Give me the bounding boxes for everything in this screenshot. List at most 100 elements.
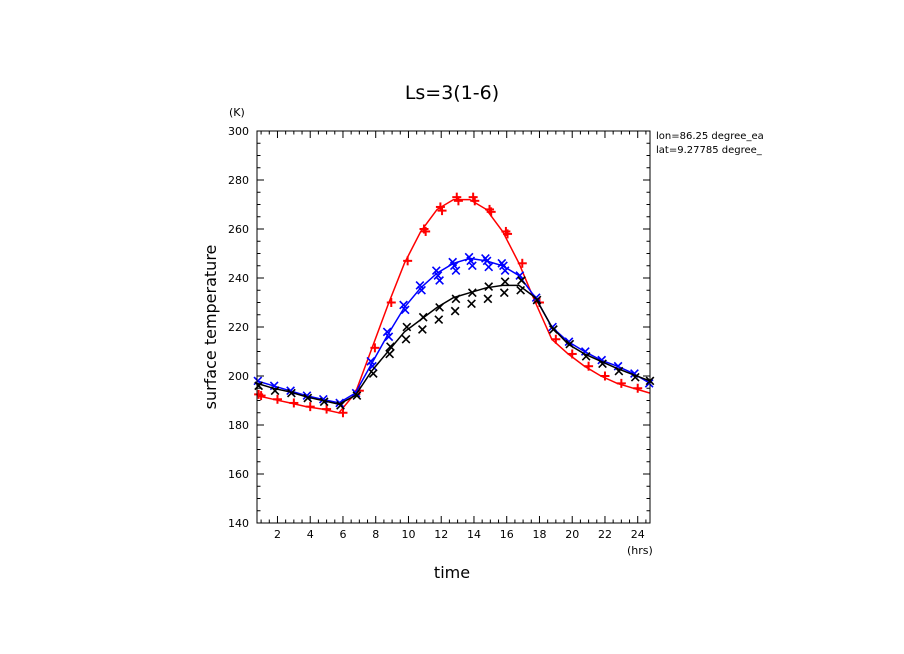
x-tick-label: 12 — [434, 528, 448, 541]
data-point — [517, 258, 527, 268]
axis-tick-labels: 2 4 6 8 10 12 14 16 18 20 22 2414016018020022024026… — [228, 125, 645, 541]
data-point — [484, 282, 494, 291]
data-point — [581, 352, 591, 361]
series-line — [256, 257, 651, 404]
data-point — [400, 305, 410, 315]
x-tick-label: 4 — [307, 528, 314, 541]
data-point — [598, 359, 607, 369]
data-point — [500, 277, 510, 287]
x-tick-label: 10 — [401, 528, 415, 541]
data-point — [499, 288, 509, 298]
data-point — [451, 294, 461, 304]
data-point — [633, 383, 643, 393]
series-line — [256, 284, 651, 405]
x-tick-label: 8 — [372, 528, 379, 541]
data-point — [254, 389, 264, 399]
data-point — [567, 349, 577, 359]
data-point — [338, 408, 348, 418]
data-point — [417, 325, 427, 334]
data-point — [435, 303, 444, 312]
data-point — [401, 334, 411, 344]
data-point — [500, 266, 510, 276]
data-point — [451, 266, 461, 276]
series-2 — [254, 276, 655, 410]
data-point — [368, 369, 378, 378]
x-tick-label: 6 — [339, 528, 346, 541]
data-point — [467, 261, 477, 271]
y-tick-label: 200 — [228, 370, 249, 383]
data-point — [453, 196, 463, 206]
data-point — [403, 256, 413, 266]
data-point — [644, 378, 654, 388]
data-point — [614, 366, 624, 376]
data-point — [418, 312, 428, 322]
y-tick-label: 140 — [228, 517, 249, 530]
data-point — [437, 206, 447, 216]
annotation-lat: lat=9.27785 degree_ — [656, 145, 763, 156]
data-point — [532, 295, 542, 305]
data-point — [434, 315, 444, 325]
annotation-lon: lon=86.25 degree_ea — [656, 131, 764, 142]
data-point — [431, 266, 441, 276]
data-point — [503, 229, 513, 239]
plot-frame — [256, 130, 651, 524]
data-point — [322, 404, 332, 414]
data-point — [303, 393, 313, 403]
data-point — [319, 397, 329, 407]
data-point — [272, 394, 282, 404]
data-point — [450, 306, 460, 316]
data-point — [286, 388, 296, 398]
y-tick-label: 240 — [228, 272, 249, 285]
y-tick-label: 280 — [228, 174, 249, 187]
x-tick-label: 20 — [565, 528, 579, 541]
data-point — [515, 271, 525, 280]
data-point — [384, 332, 394, 342]
y-axis-label: surface temperature — [201, 245, 220, 410]
data-point — [584, 361, 594, 371]
data-point — [433, 271, 443, 280]
data-point — [564, 337, 574, 347]
data-series — [253, 192, 655, 418]
data-point — [616, 378, 626, 388]
data-point — [435, 276, 444, 285]
y-tick-label: 300 — [228, 125, 249, 138]
data-point — [386, 298, 396, 307]
x-tick-label: 18 — [532, 528, 546, 541]
data-point — [600, 371, 610, 381]
data-point — [386, 342, 395, 351]
data-point — [467, 299, 476, 309]
x-unit-label: (hrs) — [627, 544, 653, 557]
data-point — [336, 401, 345, 410]
data-point — [467, 288, 477, 298]
data-point — [551, 334, 561, 344]
data-point — [448, 257, 458, 267]
data-point — [366, 356, 376, 366]
data-point — [421, 226, 431, 236]
data-point — [385, 349, 395, 359]
x-tick-label: 2 — [274, 528, 281, 541]
data-point — [470, 196, 480, 206]
data-point — [399, 300, 408, 310]
data-point — [289, 398, 299, 408]
data-point — [481, 254, 490, 263]
data-point — [254, 381, 264, 391]
data-point — [517, 276, 526, 285]
y-tick-label: 220 — [228, 321, 249, 334]
series-1 — [253, 252, 654, 408]
y-tick-label: 160 — [228, 468, 249, 481]
data-point — [565, 339, 575, 349]
data-point — [305, 402, 315, 412]
data-point — [270, 386, 280, 396]
chart-title: Ls=3(1-6) — [405, 82, 499, 104]
axis-ticks — [257, 130, 650, 524]
data-point — [516, 285, 526, 295]
series-line — [256, 198, 651, 414]
data-point — [483, 294, 493, 304]
data-point — [486, 207, 496, 217]
data-point — [402, 322, 412, 332]
data-point — [415, 280, 425, 290]
y-tick-label: 260 — [228, 223, 249, 236]
data-point — [630, 372, 640, 382]
data-point — [352, 391, 362, 400]
